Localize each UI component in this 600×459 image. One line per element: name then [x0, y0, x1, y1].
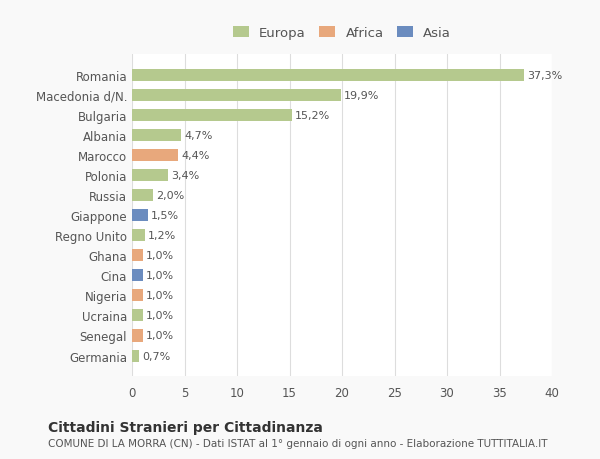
Text: COMUNE DI LA MORRA (CN) - Dati ISTAT al 1° gennaio di ogni anno - Elaborazione T: COMUNE DI LA MORRA (CN) - Dati ISTAT al …	[48, 438, 548, 448]
Text: 4,4%: 4,4%	[181, 151, 210, 161]
Bar	[132, 310, 143, 322]
Bar	[132, 170, 168, 182]
Bar	[132, 290, 143, 302]
Text: 4,7%: 4,7%	[185, 131, 213, 141]
Text: 3,4%: 3,4%	[171, 171, 199, 181]
Bar	[132, 130, 181, 142]
Text: 1,0%: 1,0%	[146, 291, 174, 301]
Text: 1,0%: 1,0%	[146, 271, 174, 281]
Bar	[132, 270, 143, 282]
Bar	[132, 230, 145, 242]
Bar	[132, 210, 148, 222]
Legend: Europa, Africa, Asia: Europa, Africa, Asia	[226, 20, 458, 46]
Text: 1,2%: 1,2%	[148, 231, 176, 241]
Bar	[132, 70, 524, 82]
Text: 1,0%: 1,0%	[146, 331, 174, 341]
Text: 0,7%: 0,7%	[143, 351, 171, 361]
Text: 1,0%: 1,0%	[146, 251, 174, 261]
Bar	[132, 250, 143, 262]
Text: 1,0%: 1,0%	[146, 311, 174, 321]
Text: 19,9%: 19,9%	[344, 91, 379, 101]
Bar	[132, 110, 292, 122]
Text: Cittadini Stranieri per Cittadinanza: Cittadini Stranieri per Cittadinanza	[48, 420, 323, 434]
Bar	[132, 90, 341, 102]
Text: 37,3%: 37,3%	[527, 71, 562, 81]
Text: 2,0%: 2,0%	[156, 191, 184, 201]
Text: 15,2%: 15,2%	[295, 111, 330, 121]
Bar	[132, 350, 139, 362]
Bar	[132, 190, 153, 202]
Bar	[132, 330, 143, 342]
Text: 1,5%: 1,5%	[151, 211, 179, 221]
Bar	[132, 150, 178, 162]
